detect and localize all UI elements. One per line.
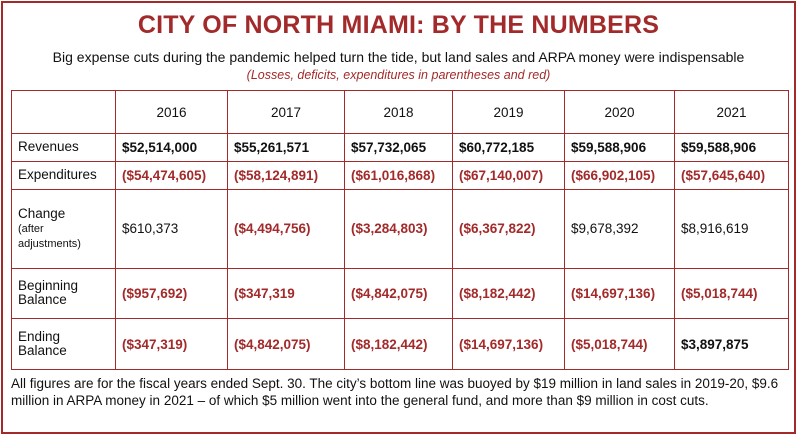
table-row-change: Change (after adjustments) $610,373 ($4,494,… [11, 188, 789, 269]
row-label-line: Change [18, 205, 66, 221]
value-cell: ($347,319) [115, 318, 228, 370]
year-header: 2021 [674, 90, 789, 134]
table-row-beginning-balance: Beginning Balance ($957,692) ($347,319 ($4,8… [11, 267, 789, 320]
row-label-line: (after [18, 222, 44, 235]
value-cell: ($4,842,075) [344, 267, 453, 320]
row-label-line: Ending [18, 329, 61, 345]
infographic-frame: CITY OF NORTH MIAMI: BY THE NUMBERS Big … [1, 1, 796, 434]
value-cell: ($14,697,136) [564, 267, 675, 320]
value-cell: ($61,016,868) [344, 160, 453, 190]
row-label-line: adjustments) [18, 237, 81, 250]
value-cell: ($8,182,442) [344, 318, 453, 370]
finance-table: 2016 2017 2018 2019 2020 2021 Revenues $5… [11, 90, 789, 370]
year-header: 2018 [344, 90, 453, 134]
value-cell: ($4,842,075) [227, 318, 345, 370]
value-cell: $59,588,906 [674, 133, 789, 162]
row-label-line: Balance [18, 292, 67, 308]
legend-note: (Losses, deficits, expenditures in paren… [246, 68, 551, 82]
footnote: All figures are for the fiscal years end… [11, 376, 779, 408]
value-cell: ($5,018,744) [564, 318, 675, 370]
value-cell: ($67,140,007) [452, 160, 565, 190]
year-header: 2020 [564, 90, 675, 134]
table-row-revenues: Revenues $52,514,000 $55,261,571 $57,732,06… [11, 133, 789, 162]
year-header: 2019 [452, 90, 565, 134]
year-header: 2016 [115, 90, 228, 134]
value-cell: $9,678,392 [564, 188, 675, 269]
row-label: Beginning Balance [11, 267, 116, 320]
value-cell: $55,261,571 [227, 133, 345, 162]
header-row: 2016 2017 2018 2019 2020 2021 [11, 90, 789, 134]
value-cell: $8,916,619 [674, 188, 789, 269]
corner-cell [11, 90, 116, 134]
value-cell: $52,514,000 [115, 133, 228, 162]
row-label: Expenditures [11, 160, 116, 190]
value-cell: ($58,124,891) [227, 160, 345, 190]
row-label: Ending Balance [11, 318, 116, 370]
value-cell: $610,373 [115, 188, 228, 269]
value-cell: ($57,645,640) [674, 160, 789, 190]
subtitle: Big expense cuts during the pandemic hel… [52, 49, 745, 65]
table-row-ending-balance: Ending Balance ($347,319) ($4,842,075) ($8,1… [11, 318, 789, 370]
row-label-line: Beginning [18, 278, 79, 294]
value-cell: ($957,692) [115, 267, 228, 320]
value-cell: ($3,284,803) [344, 188, 453, 269]
table-row-expenditures: Expenditures ($54,474,605) ($58,124,891) ($… [11, 160, 789, 190]
page-title: CITY OF NORTH MIAMI: BY THE NUMBERS [137, 11, 660, 39]
row-label-line: Balance [18, 343, 67, 359]
value-cell: $60,772,185 [452, 133, 565, 162]
value-cell: ($5,018,744) [674, 267, 789, 320]
row-label: Revenues [11, 133, 116, 162]
value-cell: ($8,182,442) [452, 267, 565, 320]
value-cell: ($66,902,105) [564, 160, 675, 190]
year-header: 2017 [227, 90, 345, 134]
row-label: Change (after adjustments) [11, 188, 116, 269]
value-cell: ($6,367,822) [452, 188, 565, 269]
value-cell: ($347,319 [227, 267, 345, 320]
value-cell: $57,732,065 [344, 133, 453, 162]
value-cell: $59,588,906 [564, 133, 675, 162]
value-cell: $3,897,875 [674, 318, 789, 370]
value-cell: ($54,474,605) [115, 160, 228, 190]
value-cell: ($14,697,136) [452, 318, 565, 370]
value-cell: ($4,494,756) [227, 188, 345, 269]
